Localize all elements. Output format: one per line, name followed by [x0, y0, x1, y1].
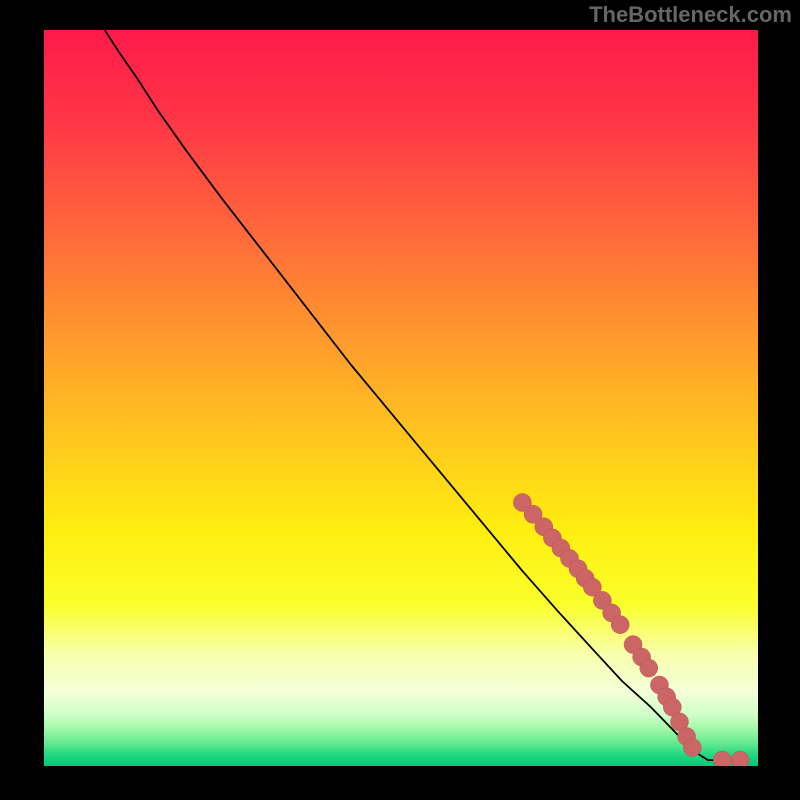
- plot-area: [44, 30, 758, 766]
- watermark-text: TheBottleneck.com: [589, 2, 792, 28]
- chart-container: TheBottleneck.com: [0, 0, 800, 800]
- gradient-background: [44, 30, 758, 766]
